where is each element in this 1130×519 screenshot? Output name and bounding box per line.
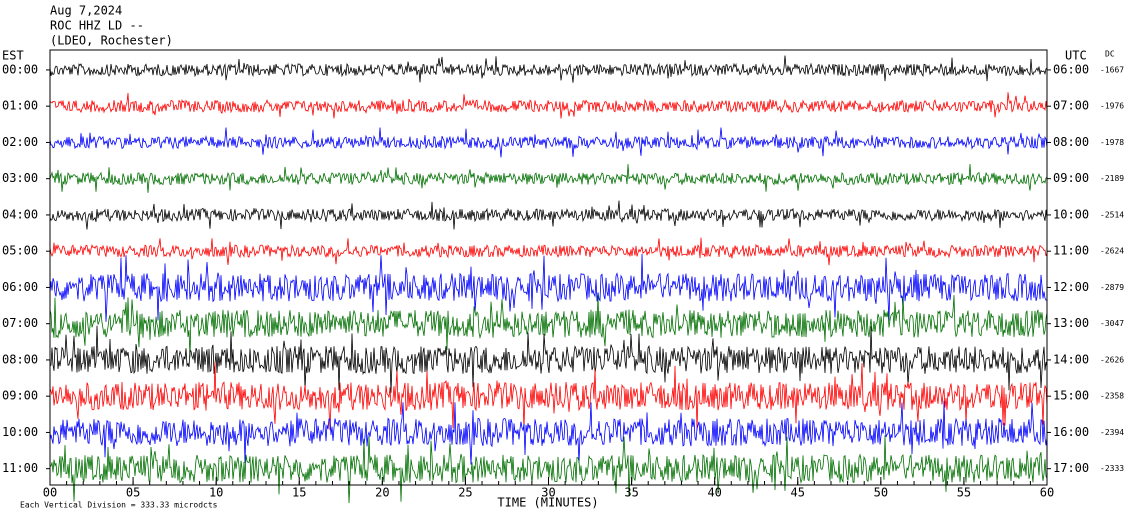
x-tick-label: 30 [541,486,555,500]
utc-label: 15:00 [1053,389,1089,403]
est-label: 01:00 [2,99,38,113]
waveform [49,163,1048,193]
title-line: Aug 7,2024 [50,4,122,18]
est-label: 09:00 [2,389,38,403]
x-tick-label: 60 [1040,486,1054,500]
est-label: 08:00 [2,352,38,366]
waveform [49,237,1048,266]
est-label: 02:00 [2,135,38,149]
utc-label: 17:00 [1053,461,1089,475]
dc-value: -2879 [1100,283,1124,292]
waveform [49,293,1048,358]
utc-label: 07:00 [1053,99,1089,113]
waveform [49,55,1048,83]
title-line: ROC HHZ LD -- [50,19,144,33]
est-label: 10:00 [2,425,38,439]
utc-label: 16:00 [1053,425,1089,439]
left-axis-label: EST [2,49,24,63]
x-tick-label: 00 [43,486,57,500]
dc-value: -2626 [1100,355,1124,364]
waveform [49,253,1048,322]
x-tick-label: 15 [292,486,306,500]
footnote: Each Vertical Division = 333.33 microdct… [20,501,218,510]
utc-label: 14:00 [1053,352,1089,366]
dc-value: -1667 [1100,65,1124,74]
est-label: 06:00 [2,280,38,294]
waveform [49,400,1048,465]
utc-label: 12:00 [1053,280,1089,294]
dc-value: -1978 [1100,138,1124,147]
waveform [49,361,1048,431]
dc-value: -2514 [1100,210,1124,219]
waveform [49,92,1048,119]
dc-value: -2333 [1100,464,1124,473]
utc-label: 13:00 [1053,316,1089,330]
utc-label: 09:00 [1053,171,1089,185]
est-label: 05:00 [2,244,38,258]
dc-value: -2624 [1100,247,1124,256]
x-tick-label: 35 [624,486,638,500]
est-label: 03:00 [2,171,38,185]
x-tick-label: 55 [957,486,971,500]
traces [49,55,1048,504]
waveform [49,435,1048,504]
est-label: 11:00 [2,461,38,475]
x-tick-label: 25 [458,486,472,500]
utc-label: 08:00 [1053,135,1089,149]
utc-label: 10:00 [1053,207,1089,221]
waveform [49,325,1048,393]
est-label: 04:00 [2,207,38,221]
waveform [49,127,1048,158]
waveform [49,200,1048,230]
x-tick-label: 50 [874,486,888,500]
dc-label: DC [1105,50,1115,59]
x-tick-label: 10 [209,486,223,500]
dc-value: -2358 [1100,392,1124,401]
utc-label: 11:00 [1053,244,1089,258]
utc-label: 06:00 [1053,62,1089,76]
x-axis-label: TIME (MINUTES) [497,496,598,510]
est-label: 07:00 [2,316,38,330]
dc-value: -3047 [1100,319,1124,328]
title-line: (LDEO, Rochester) [50,34,173,48]
x-tick-label: 40 [707,486,721,500]
est-label: 00:00 [2,62,38,76]
x-tick-label: 45 [791,486,805,500]
dc-value: -1976 [1100,102,1124,111]
x-tick-label: 05 [126,486,140,500]
dc-value: -2394 [1100,428,1124,437]
dc-value: -2189 [1100,174,1124,183]
x-tick-label: 20 [375,486,389,500]
right-axis-label: UTC [1065,49,1087,63]
